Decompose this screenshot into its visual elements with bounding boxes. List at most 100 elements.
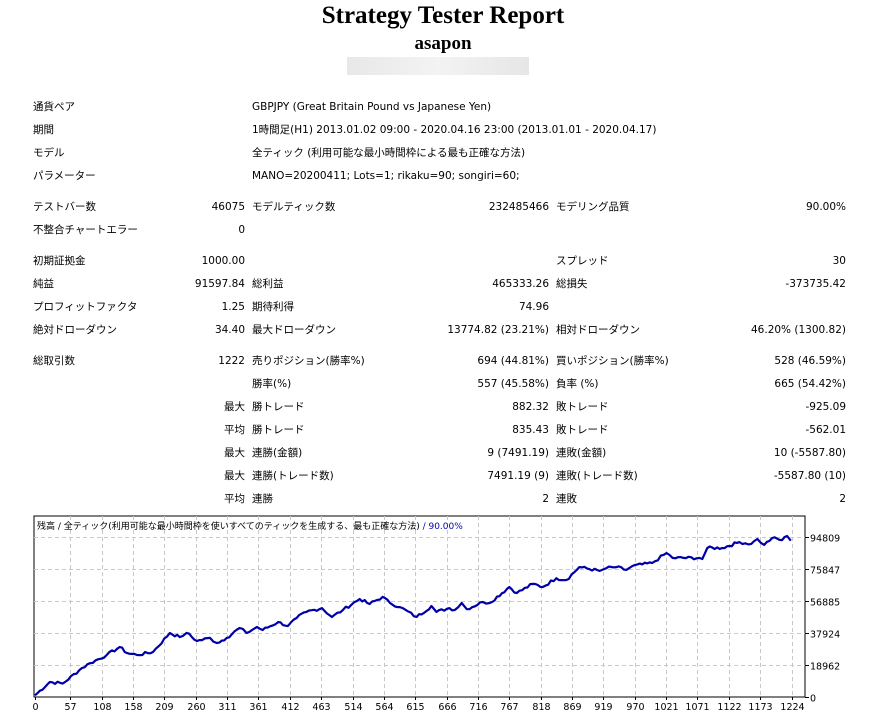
report-subtitle: asapon: [414, 33, 472, 54]
stat-label: 総利益: [252, 278, 284, 290]
chart-title: 残高 / 全ティック(利用可能な最小時間枠を使いすべてのティックを生成する、最も…: [37, 522, 420, 532]
stat-value: 最大: [224, 447, 245, 459]
stat-label: 買いポジション(勝率%): [556, 355, 669, 367]
stat-label: 総損失: [556, 278, 588, 290]
stat-value: 平均: [224, 493, 245, 505]
balance-line: [34, 534, 792, 697]
x-tick-label: 361: [249, 702, 267, 713]
stat-value: 30: [832, 255, 846, 267]
stat-value: 平均: [224, 424, 245, 436]
stat-value: -562.01: [805, 424, 846, 436]
stat-label: プロフィットファクタ: [33, 301, 138, 313]
stat-label: 負率 (%): [556, 378, 599, 390]
stat-value: 91597.84: [194, 278, 245, 290]
stat-label: 敗トレード: [556, 401, 609, 413]
x-tick-label: 919: [594, 702, 612, 713]
x-tick-label: 818: [532, 702, 550, 713]
stat-value: 13774.82 (23.21%): [447, 324, 549, 336]
y-tick-label: 75847: [810, 566, 840, 577]
report-title: Strategy Tester Report: [321, 2, 565, 29]
stat-label: 連敗(トレード数): [556, 470, 638, 482]
stat-value: 835.43: [512, 424, 549, 436]
stat-label: 勝トレード: [252, 401, 305, 413]
chart-quality: 90.00%: [428, 522, 463, 532]
stat-label: 相対ドローダウン: [556, 324, 640, 336]
x-tick-label: 57: [64, 702, 76, 713]
x-tick-label: 615: [406, 702, 424, 713]
stat-value: 46075: [211, 201, 245, 213]
info-value: 全ティック (利用可能な最小時間枠による最も正確な方法): [252, 147, 526, 159]
stat-value: 528 (46.59%): [774, 355, 846, 367]
x-tick-label: 412: [281, 702, 299, 713]
y-tick-label: 18962: [810, 662, 840, 673]
stat-label: モデルティック数: [252, 201, 336, 213]
x-tick-label: 666: [438, 702, 456, 713]
stat-label: 敗トレード: [556, 424, 609, 436]
chart-header: 残高 / 全ティック(利用可能な最小時間枠を使いすべてのティックを生成する、最も…: [37, 522, 463, 532]
x-tick-label: 514: [344, 702, 362, 713]
stat-label: 勝トレード: [252, 424, 305, 436]
stat-value: 882.32: [512, 401, 549, 413]
stat-label: 最大ドローダウン: [252, 324, 336, 336]
stat-label: 連勝(金額): [252, 447, 303, 459]
info-value: GBPJPY (Great Britain Pound vs Japanese …: [252, 101, 492, 113]
stat-value: 90.00%: [805, 201, 846, 213]
info-label: 期間: [33, 124, 54, 136]
stat-label: 勝率(%): [252, 378, 292, 390]
x-tick-label: 564: [375, 702, 393, 713]
stat-value: 1222: [218, 355, 245, 367]
stat-value: 最大: [224, 470, 245, 482]
stat-label: テストバー数: [33, 201, 96, 213]
stat-label: 純益: [33, 278, 54, 290]
x-tick-label: 463: [312, 702, 330, 713]
stat-value: 2: [839, 493, 846, 505]
x-tick-label: 1021: [654, 702, 678, 713]
x-tick-label: 1071: [685, 702, 709, 713]
stat-value: 2: [542, 493, 549, 505]
stat-label: スプレッド: [556, 255, 609, 267]
x-tick-label: 158: [124, 702, 142, 713]
stat-value: 1.25: [221, 301, 245, 313]
x-tick-label: 970: [626, 702, 644, 713]
x-tick-label: 716: [469, 702, 487, 713]
stat-value: 最大: [224, 401, 245, 413]
stat-value: -925.09: [805, 401, 846, 413]
stat-label: 売りポジション(勝率%): [252, 355, 365, 367]
x-tick-label: 311: [218, 702, 236, 713]
stat-value: 46.20% (1300.82): [751, 324, 846, 336]
stat-value: 7491.19 (9): [487, 470, 549, 482]
info-value: 1時間足(H1) 2013.01.02 09:00 - 2020.04.16 2…: [252, 124, 657, 136]
x-tick-label: 260: [187, 702, 205, 713]
stat-value: 0: [238, 224, 245, 236]
y-tick-label: 56885: [810, 598, 840, 609]
stat-label: 不整合チャートエラー: [33, 224, 138, 236]
x-tick-label: 0: [32, 702, 38, 713]
x-tick-label: 1122: [717, 702, 741, 713]
stat-value: 74.96: [518, 301, 549, 313]
stat-value: 232485466: [488, 201, 549, 213]
x-tick-label: 767: [500, 702, 518, 713]
stat-value: -373735.42: [785, 278, 846, 290]
x-tick-label: 209: [155, 702, 173, 713]
stat-label: 絶対ドローダウン: [33, 324, 117, 336]
stat-label: 連勝(トレード数): [252, 470, 334, 482]
x-tick-label: 108: [93, 702, 111, 713]
stat-label: 連敗: [556, 493, 577, 505]
info-label: パラメーター: [33, 170, 96, 182]
stat-value: 9 (7491.19): [487, 447, 549, 459]
x-tick-label: 869: [563, 702, 581, 713]
y-tick-label: 0: [810, 694, 816, 705]
stat-value: 557 (45.58%): [477, 378, 549, 390]
stat-label: 期待利得: [252, 301, 294, 313]
stat-value: 694 (44.81%): [477, 355, 549, 367]
stat-value: 465333.26: [492, 278, 549, 290]
stat-label: モデリング品質: [556, 201, 630, 213]
info-label: モデル: [33, 147, 65, 159]
stat-value: 10 (-5587.80): [773, 447, 846, 459]
x-tick-label: 1173: [748, 702, 772, 713]
stat-value: -5587.80 (10): [773, 470, 846, 482]
stat-label: 初期証拠金: [33, 255, 86, 267]
stat-value: 34.40: [214, 324, 245, 336]
info-value: MANO=20200411; Lots=1; rikaku=90; songir…: [252, 170, 520, 182]
